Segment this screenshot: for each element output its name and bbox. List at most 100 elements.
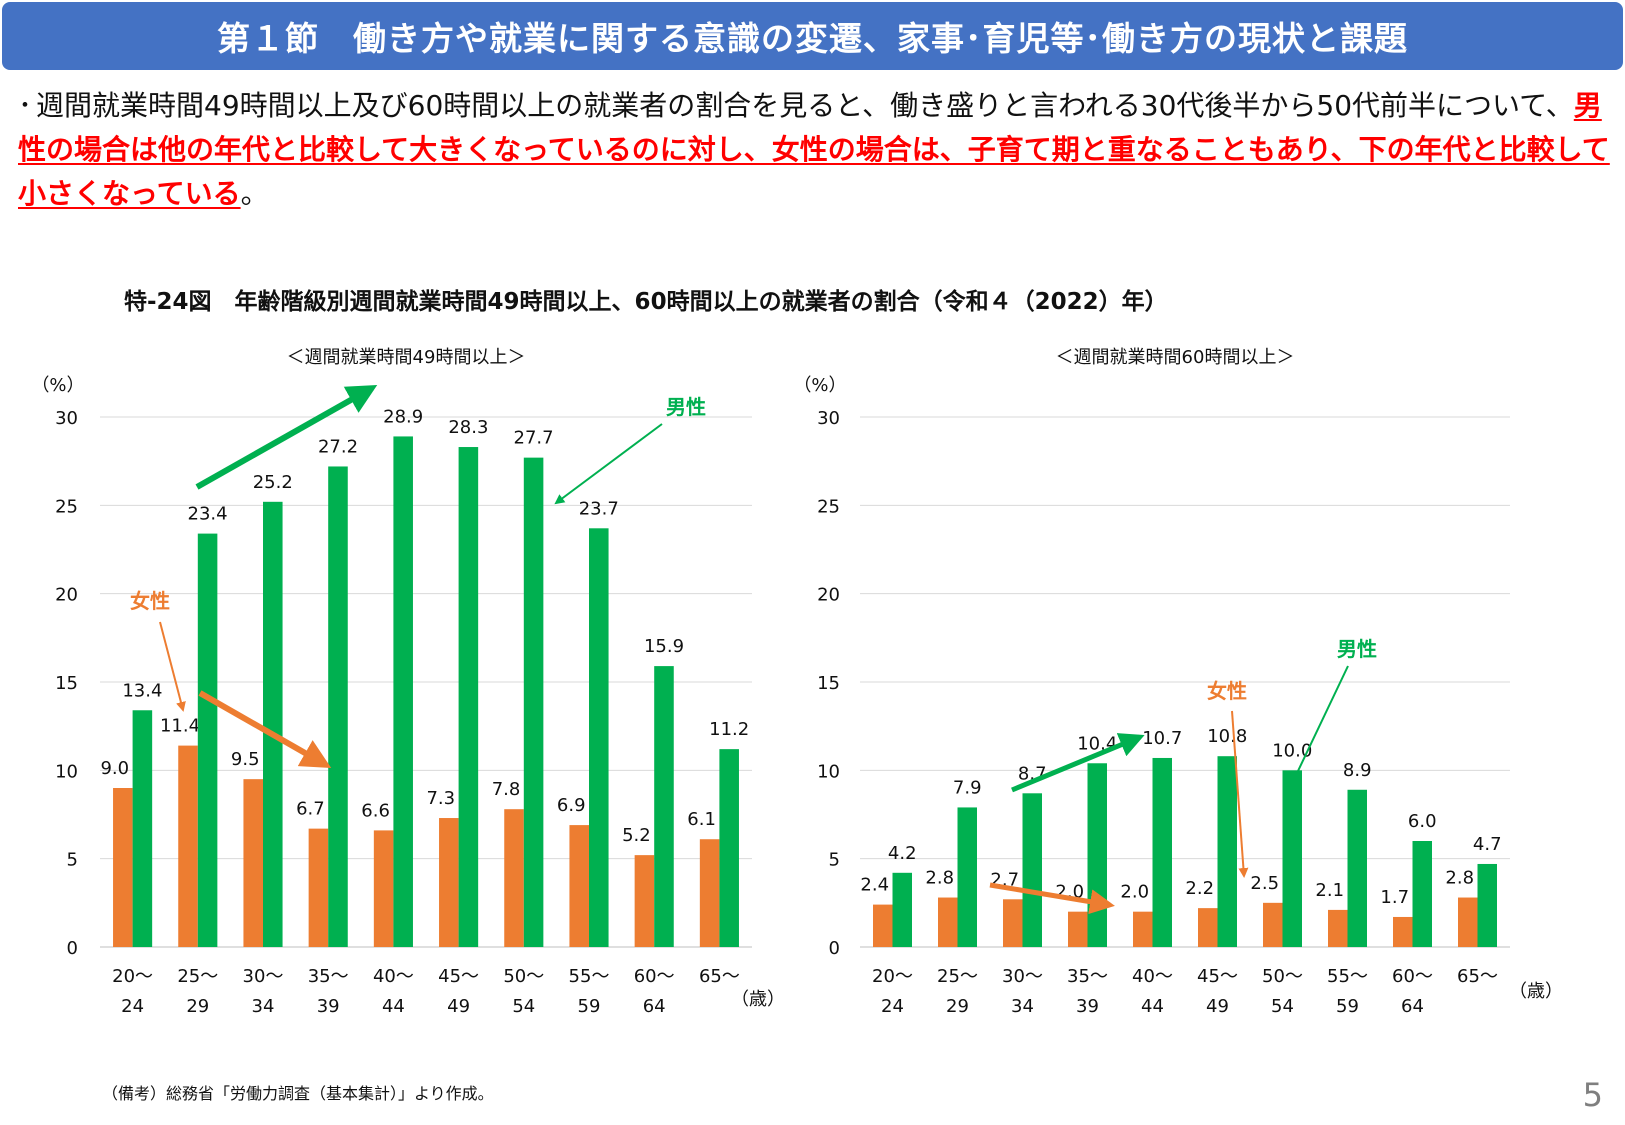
- y-tick-label: 15: [55, 673, 78, 694]
- x-tick-label: 34: [1011, 996, 1034, 1017]
- x-tick-label: 30～: [243, 966, 284, 987]
- bar-female: [113, 788, 133, 947]
- y-tick-label: 20: [55, 585, 78, 606]
- bar-male: [328, 466, 348, 947]
- x-tick-label: 45～: [1197, 966, 1238, 987]
- x-tick-label: 50～: [1262, 966, 1303, 987]
- bar-female: [1133, 911, 1153, 947]
- bar-female: [439, 818, 459, 947]
- x-tick-label: 20～: [112, 966, 153, 987]
- data-label-male: 11.2: [709, 719, 749, 740]
- chart-title: ＜週間就業時間60時間以上＞: [1056, 347, 1295, 368]
- callout-label-female: 女性: [1207, 679, 1247, 703]
- data-label-male: 25.2: [253, 472, 293, 493]
- bar-male: [132, 710, 153, 947]
- bar-female: [178, 745, 198, 947]
- callout-pointer-male: [554, 423, 663, 505]
- data-label-female: 6.1: [687, 809, 716, 830]
- bar-male: [197, 533, 218, 947]
- data-label-male: 27.2: [318, 436, 358, 457]
- x-tick-label: 60～: [634, 966, 675, 987]
- data-label-female: 9.5: [231, 749, 260, 770]
- x-unit-label: （歳）: [1509, 981, 1563, 1002]
- x-tick-label: 65～: [1457, 966, 1498, 987]
- data-label-male: 10.7: [1142, 728, 1182, 749]
- x-tick-label: 25～: [177, 966, 218, 987]
- chart-49h: ＜週間就業時間49時間以上＞ （%） 0 5 10 15 20 25 30 9.0 13.4 20～ 2…: [31, 347, 785, 1017]
- data-label-male: 27.7: [514, 428, 554, 449]
- x-tick-label: 29: [186, 996, 209, 1017]
- bar-female: [373, 830, 394, 947]
- x-tick-label: 35～: [1067, 966, 1108, 987]
- data-label-male: 28.9: [383, 406, 423, 427]
- bar-female: [1328, 909, 1348, 947]
- y-tick-label: 5: [829, 850, 840, 871]
- data-label-male: 28.3: [448, 417, 488, 438]
- x-tick-label: 20～: [872, 966, 913, 987]
- bar-male: [1282, 770, 1302, 947]
- data-label-male: 23.4: [188, 504, 228, 525]
- trend-arrow-female: [198, 690, 332, 768]
- bar-male: [1087, 763, 1107, 947]
- slide-header-banner: 第１節 働き方や就業に関する意識の変遷、家事･育児等･働き方の現状と課題: [2, 2, 1623, 70]
- bar-male: [458, 447, 479, 947]
- data-label-female: 11.4: [160, 716, 200, 737]
- bar-female: [308, 828, 329, 947]
- bar-male: [1412, 841, 1432, 947]
- data-label-female: 1.7: [1380, 887, 1409, 908]
- data-label-male: 6.0: [1408, 811, 1437, 832]
- callout-label-male: 男性: [666, 395, 706, 419]
- x-tick-label: 45～: [438, 966, 479, 987]
- data-label-female: 2.8: [1445, 868, 1474, 889]
- y-unit-label: （%）: [793, 375, 846, 396]
- y-tick-label: 30: [817, 408, 840, 429]
- data-label-male: 10.8: [1207, 726, 1247, 747]
- page-number: 5: [1582, 1076, 1603, 1114]
- x-unit-label: （歳）: [731, 989, 785, 1010]
- y-unit-label: （%）: [31, 375, 84, 396]
- x-tick-label: 60～: [1392, 966, 1433, 987]
- data-label-female: 2.4: [860, 875, 889, 896]
- data-label-female: 7.3: [426, 788, 455, 809]
- chart-title: ＜週間就業時間49時間以上＞: [287, 347, 526, 368]
- x-tick-label: 65～: [699, 966, 740, 987]
- x-tick-label: 40～: [373, 966, 414, 987]
- y-tick-label: 5: [67, 850, 78, 871]
- bullet-mark: ･: [18, 89, 33, 122]
- y-tick-label: 0: [67, 938, 78, 959]
- y-tick-label: 10: [55, 761, 78, 782]
- data-label-female: 5.2: [622, 825, 651, 846]
- x-tick-label: 59: [1336, 996, 1359, 1017]
- x-tick-label: 30～: [1002, 966, 1043, 987]
- bar-male: [1022, 793, 1042, 947]
- y-tick-label: 15: [817, 673, 840, 694]
- bar-female: [1393, 916, 1413, 947]
- bar-male: [523, 457, 544, 947]
- y-tick-label: 20: [817, 585, 840, 606]
- callout-label-male: 男性: [1337, 637, 1377, 661]
- x-tick-label: 25～: [937, 966, 978, 987]
- y-tick-label: 25: [817, 496, 840, 517]
- x-tick-label: 24: [121, 996, 144, 1017]
- summary-highlight: 男性の場合は他の年代と比較して大きくなっているのに対し、女性の場合は、子育て期と…: [18, 89, 1610, 210]
- y-tick-label: 10: [817, 761, 840, 782]
- bar-male: [1347, 789, 1367, 947]
- y-tick-label: 0: [829, 938, 840, 959]
- data-label-female: 9.0: [100, 758, 129, 779]
- summary-paragraph: ･週間就業時間49時間以上及び60時間以上の就業者の割合を見ると、働き盛りと言わ…: [18, 84, 1610, 216]
- bar-female: [634, 855, 655, 947]
- data-label-male: 7.9: [953, 777, 982, 798]
- x-tick-label: 55～: [1327, 966, 1368, 987]
- x-tick-label: 64: [1401, 996, 1424, 1017]
- bar-male: [654, 666, 674, 947]
- data-label-female: 6.6: [361, 800, 390, 821]
- bar-female: [1003, 899, 1023, 947]
- bar-male: [263, 501, 283, 947]
- data-label-male: 10.0: [1272, 740, 1312, 761]
- data-label-male: 23.7: [579, 498, 619, 519]
- trend-arrow-male: [195, 385, 378, 490]
- x-tick-label: 54: [512, 996, 535, 1017]
- bar-male: [892, 872, 912, 947]
- x-tick-label: 59: [578, 996, 601, 1017]
- bar-male: [957, 807, 977, 947]
